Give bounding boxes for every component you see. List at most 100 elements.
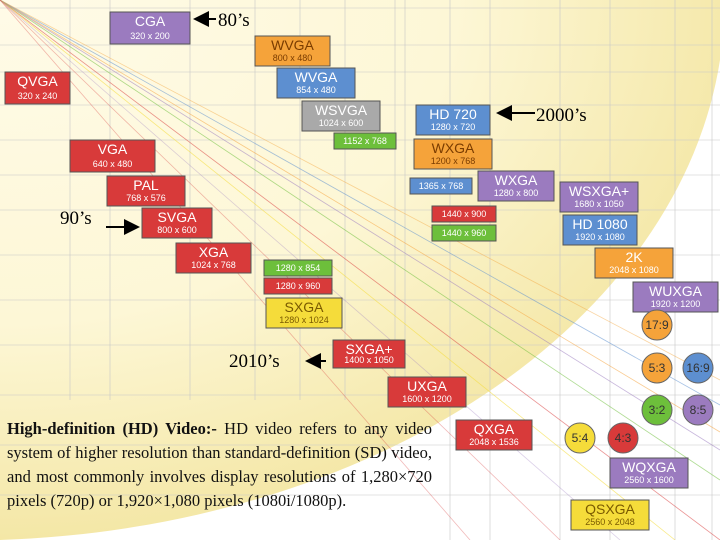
resolution-box-r1365: 1365 x 768 bbox=[409, 177, 473, 195]
resolution-box-bg bbox=[415, 104, 491, 136]
aspect-ratio-circle bbox=[682, 352, 714, 384]
resolution-size: 1280 x 960 bbox=[276, 281, 321, 291]
resolution-size: 2560 x 1600 bbox=[624, 475, 674, 485]
aspect-ratio-ar54: 5:4 bbox=[564, 422, 596, 454]
resolution-box-r1280x854: 1280 x 854 bbox=[263, 259, 333, 277]
era-label-2000s: 2000’s bbox=[536, 105, 587, 126]
resolution-size: 1680 x 1050 bbox=[574, 199, 624, 209]
resolution-box-bg bbox=[477, 170, 555, 202]
resolution-name: WSVGA bbox=[315, 102, 368, 118]
aspect-ratio-label: 5:4 bbox=[572, 431, 589, 445]
resolution-box-bg bbox=[632, 281, 719, 313]
resolution-name: PAL bbox=[133, 177, 159, 193]
resolution-size: 1024 x 768 bbox=[191, 260, 236, 270]
resolution-box-qvga: QVGA 320 x 240 bbox=[4, 71, 71, 105]
resolution-size: 854 x 480 bbox=[296, 85, 336, 95]
resolution-size: 320 x 200 bbox=[130, 31, 170, 41]
resolution-size: 2048 x 1080 bbox=[609, 265, 659, 275]
resolution-box-bg bbox=[333, 132, 397, 150]
aspect-ratio-circle bbox=[682, 394, 714, 426]
resolution-name: WSXGA+ bbox=[569, 183, 629, 199]
caption-heading: High-definition (HD) Video:- bbox=[7, 419, 217, 438]
resolution-box-bg bbox=[175, 242, 252, 274]
era-label-80s: 80’s bbox=[218, 10, 250, 31]
resolution-box-bg bbox=[263, 277, 333, 295]
resolution-size: 800 x 600 bbox=[157, 225, 197, 235]
resolution-name: HD 720 bbox=[429, 106, 477, 122]
resolution-box-bg bbox=[301, 100, 381, 132]
resolution-box-r1440x960: 1440 x 960 bbox=[431, 224, 497, 242]
resolution-size: 320 x 240 bbox=[18, 91, 58, 101]
resolution-name: HD 1080 bbox=[572, 216, 627, 232]
resolution-box-bg bbox=[594, 247, 674, 279]
resolution-size: 1024 x 600 bbox=[319, 118, 364, 128]
resolution-name: WXGA bbox=[432, 140, 475, 156]
resolution-box-bg bbox=[413, 138, 493, 170]
resolution-size: 1200 x 768 bbox=[431, 156, 476, 166]
resolution-box-bg bbox=[254, 35, 331, 67]
resolution-box-bg bbox=[106, 175, 186, 207]
hd-video-description: High-definition (HD) Video:- HD video re… bbox=[7, 417, 432, 513]
era-label-90s: 90’s bbox=[60, 208, 92, 229]
aspect-ratio-circle bbox=[641, 309, 673, 341]
resolution-box-bg bbox=[431, 205, 497, 223]
resolution-box-bg bbox=[409, 177, 473, 195]
aspect-ratio-ar53: 5:3 bbox=[641, 352, 673, 384]
aspect-ratio-ar169: 16:9 bbox=[682, 352, 714, 384]
aspect-ratio-ar179: 17:9 bbox=[641, 309, 673, 341]
resolution-size: 1440 x 900 bbox=[442, 209, 487, 219]
resolution-size: 1280 x 720 bbox=[431, 122, 476, 132]
aspect-ratio-label: 3:2 bbox=[649, 403, 666, 417]
resolution-name: UXGA bbox=[407, 378, 447, 394]
resolution-name: SXGA bbox=[285, 299, 325, 315]
aspect-ratio-label: 8:5 bbox=[690, 403, 707, 417]
resolution-size: 1365 x 768 bbox=[419, 181, 464, 191]
resolution-name: WVGA bbox=[295, 69, 338, 85]
resolution-name: XGA bbox=[199, 244, 229, 260]
aspect-ratio-label: 16:9 bbox=[686, 361, 710, 375]
aspect-ratio-circle bbox=[641, 394, 673, 426]
resolution-name: WXGA bbox=[495, 172, 538, 188]
resolution-box-r1280x960: 1280 x 960 bbox=[263, 277, 333, 295]
resolution-box-bg bbox=[562, 214, 638, 246]
resolution-size: 768 x 576 bbox=[126, 193, 166, 203]
resolution-box-bg bbox=[431, 224, 497, 242]
resolution-size: 2560 x 2048 bbox=[585, 517, 635, 527]
resolution-size: 1600 x 1200 bbox=[402, 394, 452, 404]
resolution-name: SVGA bbox=[158, 209, 198, 225]
resolution-name: QVGA bbox=[17, 73, 58, 89]
resolution-box-cga: CGA 320 x 200 bbox=[109, 11, 191, 45]
resolution-box-sxgap: SXGA+1400 x 1050 bbox=[332, 339, 406, 369]
resolution-box-bg bbox=[570, 499, 650, 531]
resolution-box-bg bbox=[141, 207, 213, 239]
resolution-size: 800 x 480 bbox=[273, 53, 313, 63]
resolution-box-r1152: 1152 x 768 bbox=[333, 132, 397, 150]
resolution-name: WVGA bbox=[271, 37, 314, 53]
resolution-name: VGA bbox=[98, 141, 128, 157]
aspect-ratio-circle bbox=[564, 422, 596, 454]
aspect-ratio-label: 5:3 bbox=[649, 361, 666, 375]
resolution-box-bg bbox=[4, 71, 71, 105]
resolution-box-bg bbox=[332, 339, 406, 369]
resolution-name: QXGA bbox=[474, 421, 515, 437]
resolution-box-bg bbox=[265, 297, 343, 329]
aspect-ratio-ar32: 3:2 bbox=[641, 394, 673, 426]
resolution-box-bg bbox=[69, 139, 156, 173]
resolution-name: QSXGA bbox=[585, 501, 635, 517]
resolution-size: 1152 x 768 bbox=[343, 136, 387, 146]
